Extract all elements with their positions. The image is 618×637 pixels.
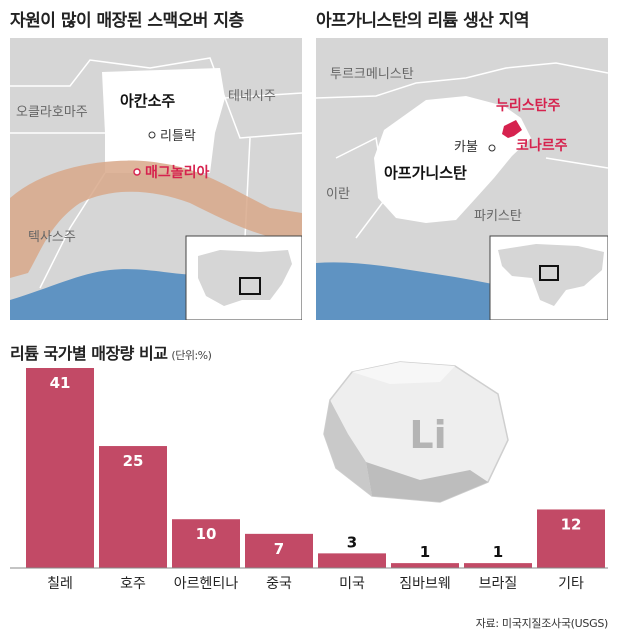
bar-2 (172, 519, 240, 568)
bar-3 (245, 533, 313, 568)
smackover-map: 오클라호마주 아칸소주 테네시주 리틀락 매그놀리아 텍사스주 (10, 38, 302, 320)
bar-value-label-0: 41 (50, 374, 71, 392)
kabul-label: 카불 (454, 140, 478, 155)
nuristan-label: 누리스탄주 (496, 97, 561, 114)
oklahoma-label: 오클라호마주 (16, 105, 88, 120)
bar-value-label-6: 1 (493, 543, 503, 561)
world-inset-shape (498, 244, 604, 306)
bar-value-label-5: 1 (420, 543, 430, 561)
bar-chart: Li 41 25 10 7 3 1 1 12 칠레 호주 아르헨티나 중국 미국 짐바브웨 브라질 기타 (10, 361, 608, 592)
source-note: 자료: 미국지질조사국(USGS) (475, 617, 609, 630)
category-label-5: 짐바브웨 (399, 576, 451, 592)
country-border (316, 62, 608, 99)
category-label-4: 미국 (339, 576, 365, 592)
chart-unit: (단위:%) (171, 349, 212, 362)
category-label-7: 기타 (558, 576, 584, 592)
left-map-title: 자원이 많이 매장된 스맥오버 지층 (10, 11, 244, 31)
bar-0 (26, 368, 94, 568)
smackover-map-svg: 오클라호마주 아칸소주 테네시주 리틀락 매그놀리아 텍사스주 (10, 57, 302, 320)
li-logo-text: Li (409, 413, 446, 457)
nuristan-kunar-region (502, 120, 522, 138)
bar-4 (318, 553, 386, 568)
afghanistan-region (374, 96, 531, 223)
bar-6 (464, 563, 532, 568)
bars-group: 41 25 10 7 3 1 1 12 (26, 368, 605, 568)
country-border (545, 157, 608, 169)
us-inset-focus (239, 277, 261, 295)
afghanistan-label: 아프가니스탄 (384, 164, 467, 182)
lithium-stone-illustration: Li (323, 361, 509, 503)
iran-label: 이란 (326, 187, 350, 202)
afghanistan-map: 투르크메니스탄 누리스탄주 코나르주 카불 아프가니스탄 이란 파키스탄 (316, 38, 608, 320)
chart-title-text: 리튬 국가별 매장량 비교 (10, 344, 168, 363)
category-label-0: 칠레 (47, 576, 73, 592)
bar-value-label-1: 25 (123, 452, 144, 470)
smackover-formation (10, 160, 302, 278)
little-rock-label: 리틀락 (160, 129, 196, 144)
arkansas-label: 아칸소주 (120, 92, 175, 110)
magnolia-dot (133, 168, 141, 176)
bar-5 (391, 563, 459, 568)
kabul-dot (488, 144, 496, 152)
arkansas-region (102, 68, 225, 173)
bar-value-label-3: 7 (274, 540, 284, 558)
magnolia-label: 매그놀리아 (145, 164, 210, 181)
category-label-3: 중국 (266, 576, 292, 592)
x-labels-group: 칠레 호주 아르헨티나 중국 미국 짐바브웨 브라질 기타 (47, 576, 584, 592)
turkmenistan-label: 투르크메니스탄 (330, 67, 414, 82)
category-label-6: 브라질 (479, 576, 518, 592)
state-border (224, 97, 302, 139)
texas-label: 텍사스주 (28, 230, 76, 245)
little-rock-dot (148, 131, 156, 139)
bar-value-label-4: 3 (347, 533, 357, 551)
right-map-title: 아프가니스탄의 리튬 생산 지역 (316, 11, 530, 31)
category-label-1: 호주 (120, 576, 146, 592)
bar-1 (99, 446, 167, 568)
bar-value-label-7: 12 (561, 515, 582, 533)
kunar-label: 코나르주 (516, 138, 568, 154)
category-label-2: 아르헨티나 (174, 576, 239, 592)
afghanistan-map-svg: 투르크메니스탄 누리스탄주 코나르주 카불 아프가니스탄 이란 파키스탄 (316, 62, 608, 320)
bar-value-label-2: 10 (196, 525, 217, 543)
world-inset-focus (539, 265, 559, 281)
tennessee-label: 테네시주 (228, 89, 276, 104)
chart-title: 리튬 국가별 매장량 비교 (단위:%) (10, 340, 212, 364)
pakistan-label: 파키스탄 (474, 209, 522, 224)
bar-7 (537, 509, 605, 568)
